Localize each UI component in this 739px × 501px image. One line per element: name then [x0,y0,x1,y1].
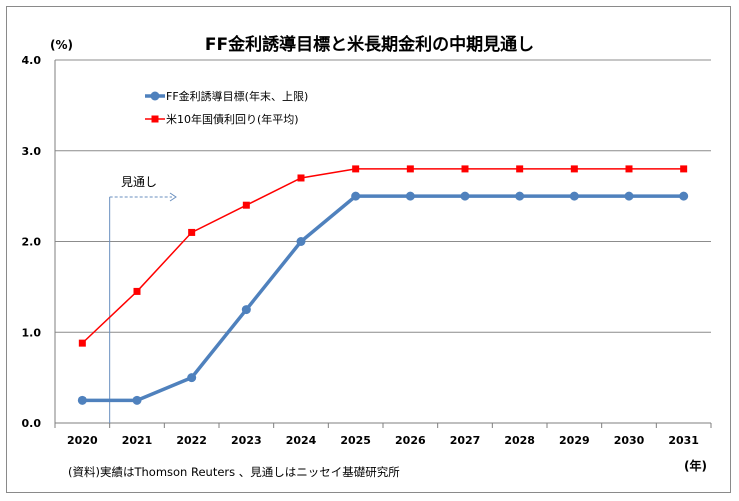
data-point-2 [461,165,469,173]
data-point-2 [133,287,141,295]
data-point-1 [132,395,142,405]
data-point-1 [296,237,306,246]
forecast-arrow-head [169,192,177,202]
y-tick-label: 1.0 [22,326,42,339]
data-point-2 [352,165,360,173]
data-point-2 [625,165,633,173]
x-tick-label: 2027 [450,434,481,447]
y-tick-label: 2.0 [22,236,42,249]
x-tick-label: 2022 [176,434,207,447]
x-axis-unit: (年) [684,459,707,473]
y-tick-label: 3.0 [22,145,42,158]
x-tick-label: 2025 [340,434,371,447]
legend-marker-2 [151,115,159,123]
y-tick-label: 0.0 [22,417,42,430]
x-tick-label: 2028 [504,434,535,447]
data-point-2 [78,339,86,347]
data-point-2 [570,165,578,173]
series-line-1 [82,194,684,403]
data-point-1 [351,191,361,201]
data-point-2 [680,165,688,173]
forecast-annotation: 見通し [121,175,157,189]
legend-label-1: FF金利誘導目標(年末、上限) [166,89,308,103]
data-point-2 [297,174,305,182]
data-point-1 [624,191,634,201]
data-point-1 [77,395,87,405]
legend-marker-1 [150,91,160,101]
data-point-1 [679,191,689,201]
chart-title: FF金利誘導目標と米長期金利の中期見通し [204,35,535,55]
series-line-2 [81,168,684,344]
source-note: (資料)実績はThomson Reuters 、見通しはニッセイ基礎研究所 [68,465,400,479]
data-point-1 [460,191,470,201]
data-point-1 [187,373,197,383]
x-tick-label: 2031 [668,434,699,447]
x-tick-label: 2026 [395,434,426,447]
x-tick-label: 2021 [122,434,153,447]
data-point-2 [406,165,414,173]
data-point-1 [241,305,251,315]
data-point-1 [569,191,579,201]
data-point-2 [242,201,250,209]
y-tick-label: 4.0 [22,54,42,67]
y-axis-unit: (%) [50,38,73,52]
data-point-1 [405,191,415,201]
x-tick-label: 2023 [231,434,262,447]
x-tick-label: 2030 [614,434,645,447]
x-tick-label: 2020 [67,434,98,447]
data-point-1 [515,191,525,201]
x-tick-label: 2029 [559,434,590,447]
data-point-2 [188,228,196,236]
data-point-2 [516,165,524,173]
chart-frame [6,6,731,493]
legend-label-2: 米10年国債利回り(年平均) [166,112,299,126]
x-tick-label: 2024 [286,434,317,447]
